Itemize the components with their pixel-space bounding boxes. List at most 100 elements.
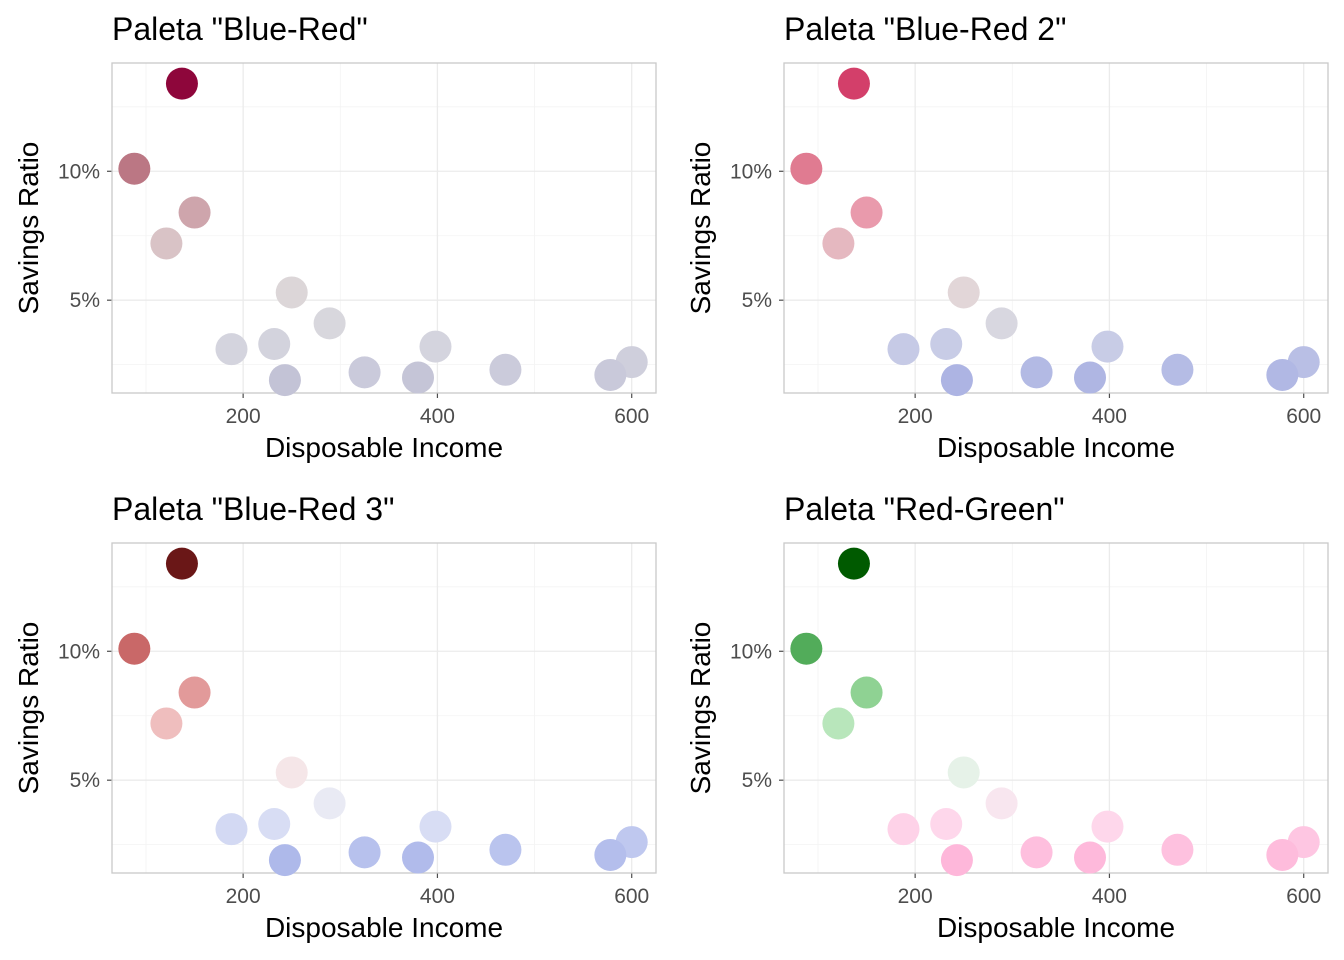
- x-tick-label: 200: [226, 885, 261, 908]
- y-tick-label: 10%: [730, 160, 772, 183]
- data-point: [419, 330, 452, 363]
- data-point: [178, 676, 211, 709]
- data-point: [985, 787, 1018, 820]
- data-point: [985, 307, 1018, 340]
- panel-blue-red-3: Paleta "Blue-Red 3" Disposable Income Sa…: [13, 491, 657, 943]
- data-point: [258, 808, 291, 841]
- plot-area: 200 400 600 5% 10%: [58, 62, 657, 428]
- panel-title: Paleta "Blue-Red 2": [784, 11, 1066, 47]
- plot-area: 200 400 600 5% 10%: [58, 542, 657, 908]
- data-point: [940, 364, 973, 397]
- data-point: [313, 787, 346, 820]
- data-point: [887, 813, 920, 846]
- y-tick-label: 5%: [742, 769, 772, 792]
- x-tick-label: 600: [1286, 405, 1321, 428]
- x-tick-label: 400: [1092, 405, 1127, 428]
- data-point: [940, 844, 973, 877]
- data-point: [1266, 358, 1299, 391]
- data-point: [215, 333, 248, 366]
- data-point: [348, 836, 381, 869]
- y-axis-title: Savings Ratio: [685, 622, 716, 795]
- data-point: [402, 361, 434, 394]
- panel-border: [111, 542, 657, 874]
- data-point: [178, 196, 211, 229]
- data-point: [930, 328, 963, 361]
- panel-border: [111, 62, 657, 394]
- data-point: [165, 547, 198, 580]
- data-point: [275, 756, 308, 789]
- data-point: [947, 756, 980, 789]
- x-tick-label: 400: [420, 405, 455, 428]
- y-tick-label: 10%: [730, 640, 772, 663]
- data-point: [850, 196, 883, 229]
- data-point: [1161, 353, 1194, 386]
- data-point: [489, 353, 522, 386]
- plot-area: 200 400 600 5% 10%: [730, 62, 1329, 428]
- data-point: [313, 307, 346, 340]
- data-point: [258, 328, 291, 361]
- y-tick-label: 5%: [742, 289, 772, 312]
- x-tick-label: 600: [614, 885, 649, 908]
- data-point: [348, 356, 381, 389]
- data-point: [887, 333, 920, 366]
- data-point: [150, 707, 183, 740]
- x-tick-label: 600: [1286, 885, 1321, 908]
- panel-red-green: Paleta "Red-Green" Disposable Income Sav…: [685, 491, 1329, 943]
- data-point: [1266, 838, 1299, 871]
- data-point: [118, 152, 151, 185]
- data-point: [489, 833, 522, 866]
- data-point: [1074, 361, 1106, 394]
- x-axis-title: Disposable Income: [937, 432, 1175, 463]
- panel-title: Paleta "Red-Green": [784, 491, 1065, 527]
- x-tick-label: 200: [226, 405, 261, 428]
- data-point: [1091, 810, 1124, 843]
- data-point: [275, 276, 308, 309]
- panel-title: Paleta "Blue-Red": [112, 11, 368, 47]
- data-point: [118, 632, 151, 665]
- data-point: [215, 813, 248, 846]
- x-tick-label: 600: [614, 405, 649, 428]
- y-tick-label: 10%: [58, 640, 100, 663]
- panel-border: [783, 62, 1329, 394]
- data-point: [790, 632, 823, 665]
- panel-blue-red-2: Paleta "Blue-Red 2" Disposable Income Sa…: [685, 11, 1329, 463]
- x-axis-title: Disposable Income: [265, 432, 503, 463]
- data-point: [268, 364, 301, 397]
- data-point: [822, 227, 855, 260]
- data-point: [594, 838, 627, 871]
- data-point: [947, 276, 980, 309]
- data-point: [268, 844, 301, 877]
- x-tick-label: 200: [898, 885, 933, 908]
- panel-border: [783, 542, 1329, 874]
- panel-title: Paleta "Blue-Red 3": [112, 491, 394, 527]
- y-tick-label: 5%: [70, 769, 100, 792]
- data-point: [790, 152, 823, 185]
- data-point: [850, 676, 883, 709]
- y-tick-label: 10%: [58, 160, 100, 183]
- data-point: [1074, 841, 1106, 874]
- plot-area: 200 400 600 5% 10%: [730, 542, 1329, 908]
- panel-blue-red: Paleta "Blue-Red" Disposable Income Savi…: [13, 11, 657, 463]
- data-point: [419, 810, 452, 843]
- data-point: [150, 227, 183, 260]
- x-axis-title: Disposable Income: [937, 912, 1175, 943]
- y-axis-title: Savings Ratio: [13, 142, 44, 315]
- data-point: [165, 67, 198, 100]
- data-point: [930, 808, 963, 841]
- y-axis-title: Savings Ratio: [685, 142, 716, 315]
- data-point: [402, 841, 434, 874]
- data-point: [837, 547, 870, 580]
- y-axis-title: Savings Ratio: [13, 622, 44, 795]
- x-tick-label: 400: [420, 885, 455, 908]
- data-point: [1091, 330, 1124, 363]
- data-point: [1161, 833, 1194, 866]
- data-point: [822, 707, 855, 740]
- x-tick-label: 400: [1092, 885, 1127, 908]
- y-tick-label: 5%: [70, 289, 100, 312]
- data-point: [1020, 356, 1053, 389]
- x-tick-label: 200: [898, 405, 933, 428]
- x-axis-title: Disposable Income: [265, 912, 503, 943]
- data-point: [594, 358, 627, 391]
- data-point: [837, 67, 870, 100]
